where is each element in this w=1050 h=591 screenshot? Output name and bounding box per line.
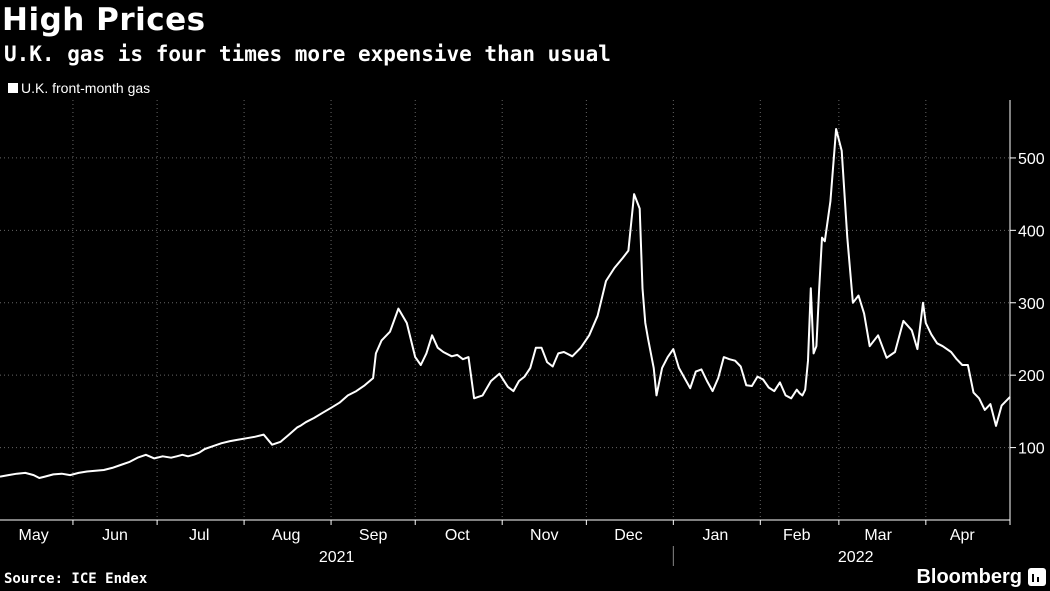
legend-swatch [8, 83, 18, 93]
chart-icon [1028, 568, 1046, 586]
year-label: 2022 [838, 549, 874, 566]
x-tick-label: Oct [445, 527, 470, 544]
year-label: 2021 [319, 549, 355, 566]
x-tick-label: Apr [950, 527, 976, 544]
x-tick-label: Mar [864, 527, 892, 544]
legend-label: U.K. front-month gas [21, 80, 151, 96]
x-tick-label: Nov [530, 527, 558, 544]
x-tick-label: Jan [703, 527, 729, 544]
y-tick-label: 400 [1018, 223, 1045, 240]
x-tick-label: Feb [783, 527, 811, 544]
y-tick-label: 500 [1018, 151, 1045, 168]
x-tick-label: May [19, 527, 49, 544]
legend: U.K. front-month gas [8, 80, 150, 96]
x-tick-label: Aug [272, 527, 300, 544]
x-tick-label: Sep [359, 527, 388, 544]
chart-subtitle: U.K. gas is four times more expensive th… [4, 42, 611, 66]
x-tick-label: Jun [102, 527, 128, 544]
series-line [0, 128, 1011, 479]
x-tick-label: Dec [614, 527, 642, 544]
chart-title: High Prices [2, 2, 206, 38]
y-tick-label: 100 [1018, 441, 1045, 458]
source-note: Source: ICE Endex [4, 571, 148, 587]
x-tick-label: Jul [189, 527, 209, 544]
y-tick-label: 300 [1018, 296, 1045, 313]
y-tick-label: 200 [1018, 368, 1045, 385]
brand-logo-text: Bloomberg [916, 566, 1022, 588]
